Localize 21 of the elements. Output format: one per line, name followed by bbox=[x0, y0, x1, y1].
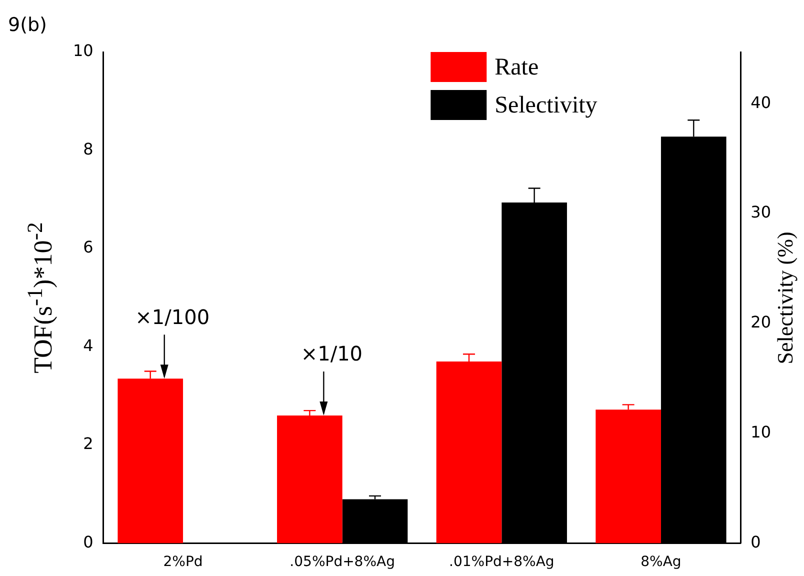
legend-label: Rate bbox=[494, 54, 539, 80]
x-tick-label: .01%Pd+8%Ag bbox=[449, 554, 554, 570]
chart-title: 9(b) bbox=[8, 14, 47, 36]
y-tick-label: 4 bbox=[83, 336, 94, 355]
y2-tick-label: 20 bbox=[750, 312, 771, 332]
x-tick-label: .05%Pd+8%Ag bbox=[290, 554, 395, 570]
y2-axis-title: Selectivity (%) bbox=[772, 231, 798, 364]
y-tick-label: 0 bbox=[83, 532, 94, 552]
annotation: ×1/100 bbox=[135, 304, 210, 329]
y2-tick-label: 30 bbox=[750, 202, 771, 222]
legend-label: Selectivity bbox=[494, 92, 598, 118]
y-tick-label: 2 bbox=[83, 434, 94, 454]
y-tick-label: 8 bbox=[83, 139, 94, 158]
y2-tick-label: 0 bbox=[750, 532, 761, 552]
x-tick-label: 8%Ag bbox=[640, 554, 682, 570]
y2-tick-label: 10 bbox=[750, 422, 771, 442]
y-tick-label: 6 bbox=[83, 238, 94, 257]
y2-tick-label: 40 bbox=[750, 92, 771, 112]
annotation: ×1/10 bbox=[300, 342, 363, 366]
x-tick-label: 2%Pd bbox=[163, 554, 203, 570]
y-tick-label: 10 bbox=[73, 41, 94, 60]
